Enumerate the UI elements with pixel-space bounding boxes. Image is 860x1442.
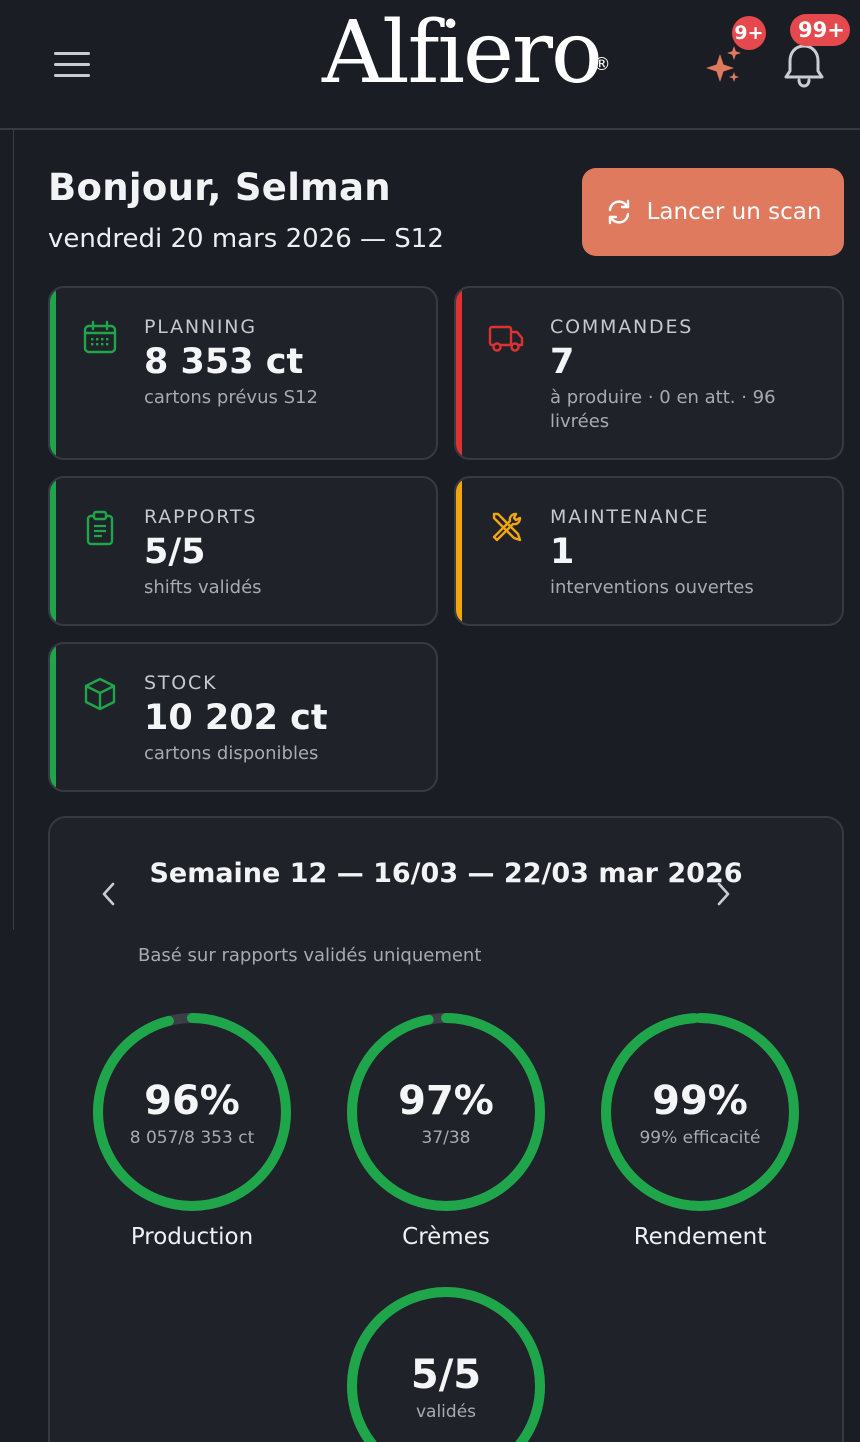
card-accent — [50, 644, 56, 790]
truck-icon — [488, 325, 524, 352]
calendar-icon — [83, 320, 117, 354]
ring-progress-arc — [93, 1013, 291, 1211]
ring-validated — [347, 1287, 545, 1442]
ring-label: Crèmes — [402, 1224, 490, 1250]
registered-mark: ® — [592, 54, 611, 75]
launch-scan-button[interactable]: Lancer un scan — [582, 168, 844, 256]
card-subtitle: cartons disponibles — [144, 743, 319, 764]
card-value: 7 — [550, 342, 575, 382]
card-value: 5/5 — [144, 532, 206, 572]
ring-production — [93, 1013, 291, 1211]
card-subtitle: cartons prévus S12 — [144, 387, 318, 408]
card-value: 8 353 ct — [144, 342, 304, 382]
card-maintenance[interactable]: MAINTENANCE 1 interventions ouvertes — [454, 476, 844, 626]
ring-subtitle: 37/38 — [421, 1128, 471, 1148]
ai-sparkle-button[interactable] — [700, 40, 750, 90]
box-icon — [84, 677, 116, 711]
card-rapports[interactable]: RAPPORTS 5/5 shifts validés — [48, 476, 438, 626]
card-title: PLANNING — [144, 316, 257, 338]
logo-text: Alfiero — [322, 3, 603, 103]
next-week-button[interactable] — [708, 874, 738, 914]
greeting-title: Bonjour, Selman — [48, 166, 391, 209]
ring-label: Rendement — [633, 1224, 767, 1250]
hamburger-menu-icon — [54, 52, 90, 55]
notifications-button[interactable] — [778, 40, 830, 90]
card-title: RAPPORTS — [144, 506, 258, 528]
ring-value: 99% — [652, 1078, 748, 1124]
current-date: vendredi 20 mars 2026 — S12 — [48, 224, 444, 254]
ring-progress-arc — [347, 1287, 545, 1442]
app-header: Alfiero ® 9+ 99+ — [0, 0, 860, 130]
ring-progress-arc — [347, 1013, 545, 1211]
card-subtitle: shifts validés — [144, 577, 262, 598]
card-title: MAINTENANCE — [550, 506, 710, 528]
weekly-summary-panel — [48, 816, 844, 1442]
previous-week-button[interactable] — [94, 874, 124, 914]
week-title: Semaine 12 — 16/03 — 22/03 mar 2026 — [149, 858, 743, 889]
edge-divider — [0, 130, 14, 930]
ring-subtitle: 99% efficacité — [639, 1128, 761, 1148]
ring-label: Production — [130, 1224, 254, 1250]
brand-logo[interactable]: Alfiero ® — [322, 10, 611, 114]
week-note: Basé sur rapports validés uniquement — [138, 945, 482, 966]
card-value: 1 — [550, 532, 575, 572]
card-accent — [456, 288, 462, 458]
ring-subtitle: validés — [415, 1402, 477, 1422]
card-value: 10 202 ct — [144, 698, 328, 738]
hamburger-menu-icon-bar — [54, 74, 90, 77]
card-accent — [456, 478, 462, 624]
card-subtitle: à produire · 0 en att. · 96 livrées — [550, 387, 776, 432]
sparkle-count-badge: 9+ — [732, 16, 766, 50]
ring-value: 5/5 — [410, 1352, 482, 1398]
card-subtitle: interventions ouvertes — [550, 577, 754, 598]
tools-icon — [492, 512, 522, 542]
menu-button[interactable] — [52, 50, 92, 80]
ring-rendement — [601, 1013, 799, 1211]
refresh-icon — [608, 199, 629, 225]
ring-value: 97% — [398, 1078, 494, 1124]
card-accent — [50, 288, 56, 458]
ring-progress-arc — [601, 1013, 799, 1211]
card-accent — [50, 478, 56, 624]
card-commandes[interactable]: COMMANDES 7 à produire · 0 en att. · 96 … — [454, 286, 844, 460]
ring-value: 96% — [144, 1078, 240, 1124]
clipboard-icon — [86, 510, 114, 546]
card-title: STOCK — [144, 672, 218, 694]
hamburger-menu-icon-bar — [54, 63, 90, 66]
card-planning[interactable]: PLANNING 8 353 ct cartons prévus S12 — [48, 286, 438, 460]
card-stock[interactable]: STOCK 10 202 ct cartons disponibles — [48, 642, 438, 792]
card-title: COMMANDES — [550, 316, 694, 338]
bell-icon — [784, 44, 824, 88]
ring-cremes — [347, 1013, 545, 1211]
ring-subtitle: 8 057/8 353 ct — [129, 1128, 255, 1148]
notification-count-badge: 99+ — [790, 14, 850, 46]
sparkle-icon — [706, 46, 741, 82]
launch-scan-label: Lancer un scan — [646, 199, 822, 225]
